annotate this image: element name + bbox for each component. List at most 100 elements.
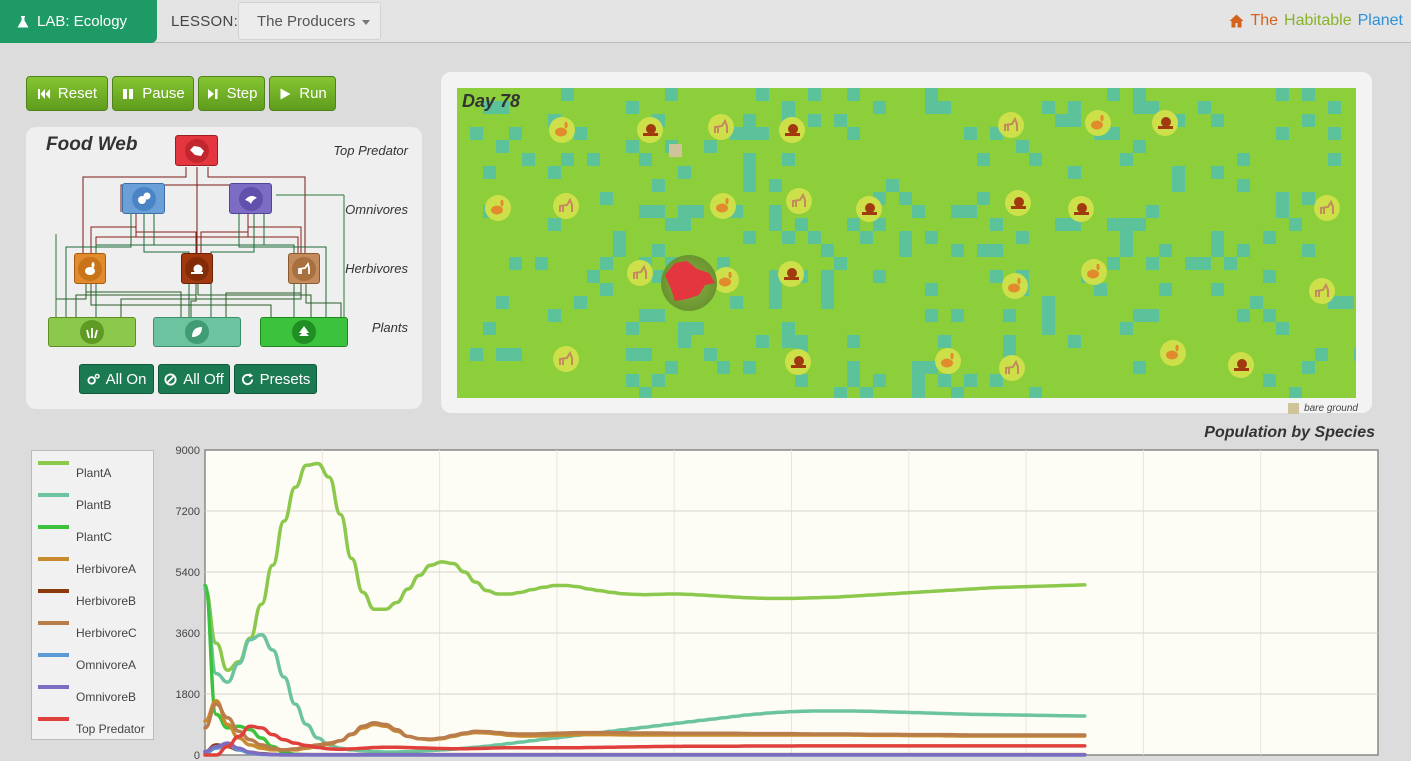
caret-down-icon	[362, 20, 370, 25]
all-off-button[interactable]: All Off	[158, 364, 230, 394]
series-line	[203, 461, 1087, 673]
water-tile	[691, 322, 704, 335]
node-omnivore-a[interactable]	[122, 183, 165, 214]
water-tile	[1159, 283, 1172, 296]
pause-icon	[123, 88, 134, 99]
water-tile	[1263, 270, 1276, 283]
water-tile	[574, 127, 587, 140]
top-predator-creature	[661, 255, 717, 311]
all-on-button[interactable]: All On	[79, 364, 154, 394]
water-tile	[1341, 296, 1354, 309]
water-tile	[1107, 257, 1120, 270]
node-plant-c[interactable]	[260, 317, 348, 347]
leaf-icon	[185, 320, 209, 344]
legend-item[interactable]: PlantA	[38, 461, 111, 480]
water-tile	[1172, 179, 1185, 192]
water-tile	[1016, 231, 1029, 244]
water-tile	[743, 361, 756, 374]
water-tile	[1302, 114, 1315, 127]
water-tile	[808, 88, 821, 101]
water-tile	[600, 283, 613, 296]
node-plant-b[interactable]	[153, 317, 241, 347]
water-tile	[795, 374, 808, 387]
legend-item[interactable]: HerbivoreC	[38, 621, 137, 640]
lab-label: LAB: Ecology	[37, 13, 128, 30]
water-tile	[496, 140, 509, 153]
node-herbivore-c[interactable]	[288, 253, 320, 284]
water-tile	[743, 231, 756, 244]
tier-label-plants: Plants	[371, 320, 408, 335]
brand-word-2: Habitable	[1284, 12, 1352, 29]
water-tile	[990, 270, 1003, 283]
reset-button[interactable]: Reset	[26, 76, 108, 111]
legend-item[interactable]: PlantC	[38, 525, 112, 544]
tier-label-herbivores: Herbivores	[345, 261, 408, 276]
water-tile	[1146, 101, 1159, 114]
water-tile	[873, 218, 886, 231]
run-button[interactable]: Run	[269, 76, 336, 111]
water-tile	[639, 153, 652, 166]
rabbit-creature	[1160, 340, 1186, 366]
presets-label: Presets	[259, 370, 311, 388]
water-tile	[1237, 179, 1250, 192]
water-tile	[1289, 218, 1302, 231]
legend-item[interactable]: HerbivoreB	[38, 589, 136, 608]
water-tile	[977, 244, 990, 257]
water-tile	[1133, 140, 1146, 153]
legend-item[interactable]: HerbivoreA	[38, 557, 136, 576]
water-tile	[678, 166, 691, 179]
food-web-panel: Food Web Top Predator Omnivores Herbivor…	[26, 127, 422, 409]
node-top-predator[interactable]	[175, 135, 218, 166]
water-tile	[912, 387, 925, 398]
deer-creature	[708, 114, 734, 140]
step-button[interactable]: Step	[198, 76, 265, 111]
water-tile	[1068, 101, 1081, 114]
node-plant-a[interactable]	[48, 317, 136, 347]
water-tile	[925, 231, 938, 244]
water-tile	[639, 348, 652, 361]
series-line	[203, 741, 1087, 757]
legend-item[interactable]: Top Predator	[38, 717, 145, 736]
reset-label: Reset	[57, 85, 98, 102]
presets-button[interactable]: Presets	[234, 364, 317, 394]
water-tile	[665, 361, 678, 374]
water-tile	[496, 296, 509, 309]
all-off-label: All Off	[183, 370, 224, 388]
water-tile	[1237, 309, 1250, 322]
water-tile	[743, 179, 756, 192]
node-omnivore-b[interactable]	[229, 183, 272, 214]
node-herbivore-b[interactable]	[181, 253, 213, 284]
water-tile	[821, 296, 834, 309]
water-tile	[678, 322, 691, 335]
simulation-world[interactable]: Day 78	[457, 88, 1356, 398]
pause-button[interactable]: Pause	[112, 76, 194, 111]
water-tile	[912, 374, 925, 387]
water-tile	[1211, 114, 1224, 127]
legend-item[interactable]: OmnivoreB	[38, 685, 136, 704]
legend-item[interactable]: PlantB	[38, 493, 111, 512]
rabbit-creature	[485, 195, 511, 221]
legend-item[interactable]: OmnivoreA	[38, 653, 136, 672]
water-tile	[704, 348, 717, 361]
water-tile	[925, 309, 938, 322]
ban-icon	[164, 372, 177, 386]
lab-tab[interactable]: LAB: Ecology	[0, 0, 157, 43]
brand-link[interactable]: The Habitable Planet	[1229, 12, 1403, 30]
water-tile	[756, 88, 769, 101]
water-tile	[847, 127, 860, 140]
water-tile	[847, 335, 860, 348]
water-tile	[652, 244, 665, 257]
water-tile	[574, 296, 587, 309]
node-herbivore-a[interactable]	[74, 253, 106, 284]
water-tile	[1211, 244, 1224, 257]
deer-creature	[998, 112, 1024, 138]
food-web-connections	[55, 167, 345, 317]
y-tick-label: 3600	[176, 628, 200, 640]
day-counter: Day 78	[462, 91, 521, 111]
pause-label: Pause	[142, 85, 185, 102]
bare-ground-legend: bare ground	[1288, 403, 1358, 414]
legend-label: HerbivoreB	[76, 594, 137, 608]
water-tile	[834, 114, 847, 127]
lesson-select[interactable]: The Producers	[238, 2, 381, 40]
water-tile	[782, 231, 795, 244]
